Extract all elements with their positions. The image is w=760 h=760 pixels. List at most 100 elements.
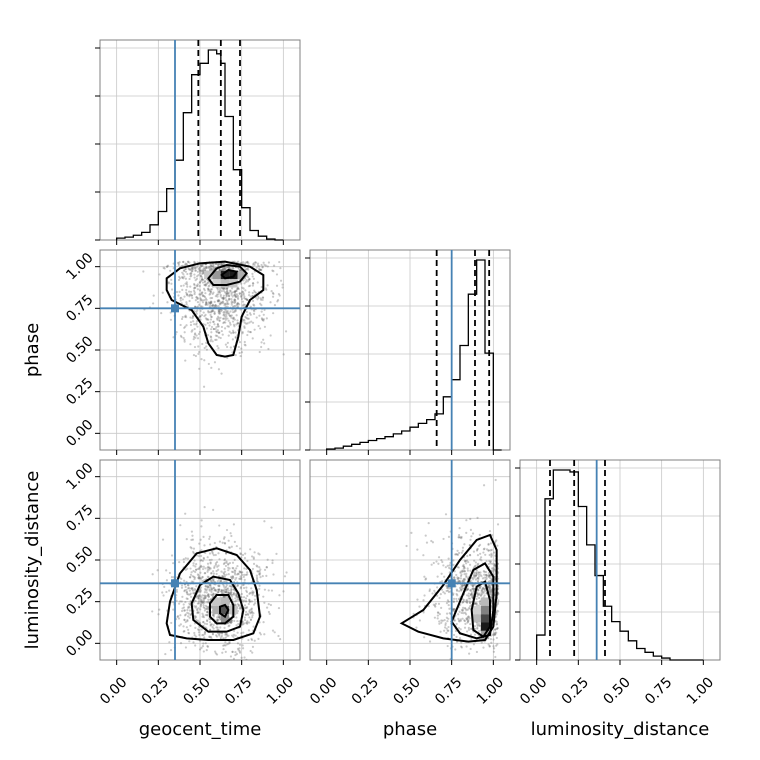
sample-point xyxy=(491,562,494,565)
sample-point xyxy=(180,284,183,288)
sample-point xyxy=(233,298,236,301)
sample-point xyxy=(490,588,493,592)
sample-point xyxy=(203,346,206,350)
sample-point xyxy=(477,571,481,574)
sample-point xyxy=(183,326,186,329)
sample-point xyxy=(200,269,203,273)
sample-point xyxy=(201,301,205,304)
sample-point xyxy=(217,564,220,567)
sample-point xyxy=(238,269,242,272)
sample-point xyxy=(189,275,192,278)
sample-point xyxy=(227,266,230,269)
sample-point xyxy=(180,264,183,268)
sample-point xyxy=(261,296,265,299)
sample-point xyxy=(209,561,212,564)
sample-point xyxy=(465,618,469,621)
sample-point xyxy=(271,295,275,298)
sample-point xyxy=(203,283,206,286)
sample-point xyxy=(469,601,472,604)
sample-point xyxy=(249,295,252,298)
sample-point xyxy=(483,547,486,550)
sample-point xyxy=(189,576,192,579)
sample-point xyxy=(193,631,196,635)
sample-point xyxy=(456,576,459,579)
sample-point xyxy=(232,317,235,320)
sample-point xyxy=(260,285,263,289)
sample-point xyxy=(218,540,222,543)
sample-point xyxy=(203,622,207,625)
sample-point xyxy=(479,586,482,589)
sample-point xyxy=(262,595,265,598)
sample-point xyxy=(238,650,241,653)
sample-point xyxy=(196,567,200,571)
sample-point xyxy=(490,594,493,597)
sample-point xyxy=(170,282,173,285)
sample-point xyxy=(189,592,192,595)
sample-point xyxy=(240,576,243,579)
sample-point xyxy=(198,281,201,284)
sample-point xyxy=(493,575,497,578)
sample-point xyxy=(207,565,210,568)
sample-point xyxy=(198,303,201,306)
sample-point xyxy=(465,572,468,575)
sample-point xyxy=(246,298,249,302)
sample-point xyxy=(226,291,229,295)
sample-point xyxy=(487,643,490,646)
sample-point xyxy=(243,326,246,330)
sample-point xyxy=(440,572,443,575)
sample-point xyxy=(207,266,210,270)
sample-point xyxy=(445,612,449,615)
sample-point xyxy=(255,576,259,579)
sample-point xyxy=(192,569,195,573)
sample-point xyxy=(219,303,222,306)
sample-point xyxy=(446,644,449,648)
sample-point xyxy=(241,573,244,576)
sample-point xyxy=(243,567,246,570)
sample-point xyxy=(191,265,195,269)
sample-point xyxy=(216,618,219,621)
sample-point xyxy=(201,342,204,346)
sample-point xyxy=(185,303,188,306)
sample-point xyxy=(490,589,493,592)
x-tick-label: 0.00 xyxy=(307,674,340,707)
sample-point xyxy=(493,551,496,554)
sample-point xyxy=(246,620,249,623)
sample-point xyxy=(218,309,221,312)
sample-point xyxy=(489,595,493,598)
sample-point xyxy=(252,612,255,615)
sample-point xyxy=(204,607,207,611)
sample-point xyxy=(199,608,202,611)
sample-point xyxy=(218,584,221,587)
sample-point xyxy=(196,602,200,605)
sample-point xyxy=(220,570,223,573)
sample-point xyxy=(233,619,236,623)
sample-point xyxy=(212,615,215,618)
sample-point xyxy=(471,576,474,579)
sample-point xyxy=(246,559,249,563)
sample-point xyxy=(248,312,252,315)
sample-point xyxy=(216,318,219,321)
sample-point xyxy=(224,267,227,270)
sample-point xyxy=(183,589,187,592)
sample-point xyxy=(488,589,491,592)
sample-point xyxy=(477,562,480,565)
sample-point xyxy=(463,559,466,562)
sample-point xyxy=(467,620,470,623)
sample-point xyxy=(211,340,214,343)
sample-point xyxy=(253,639,256,642)
sample-point xyxy=(248,284,252,287)
sample-point xyxy=(177,294,180,297)
sample-point xyxy=(461,580,464,583)
sample-point xyxy=(208,567,211,570)
sample-point xyxy=(226,317,229,320)
sample-point xyxy=(226,305,229,308)
sample-point xyxy=(467,615,470,618)
sample-point xyxy=(210,579,213,582)
sample-point xyxy=(467,594,470,598)
sample-point xyxy=(459,628,462,631)
sample-point xyxy=(216,588,219,591)
sample-point xyxy=(466,567,469,570)
sample-point xyxy=(212,586,215,589)
sample-point xyxy=(208,302,211,305)
sample-point xyxy=(490,554,493,557)
